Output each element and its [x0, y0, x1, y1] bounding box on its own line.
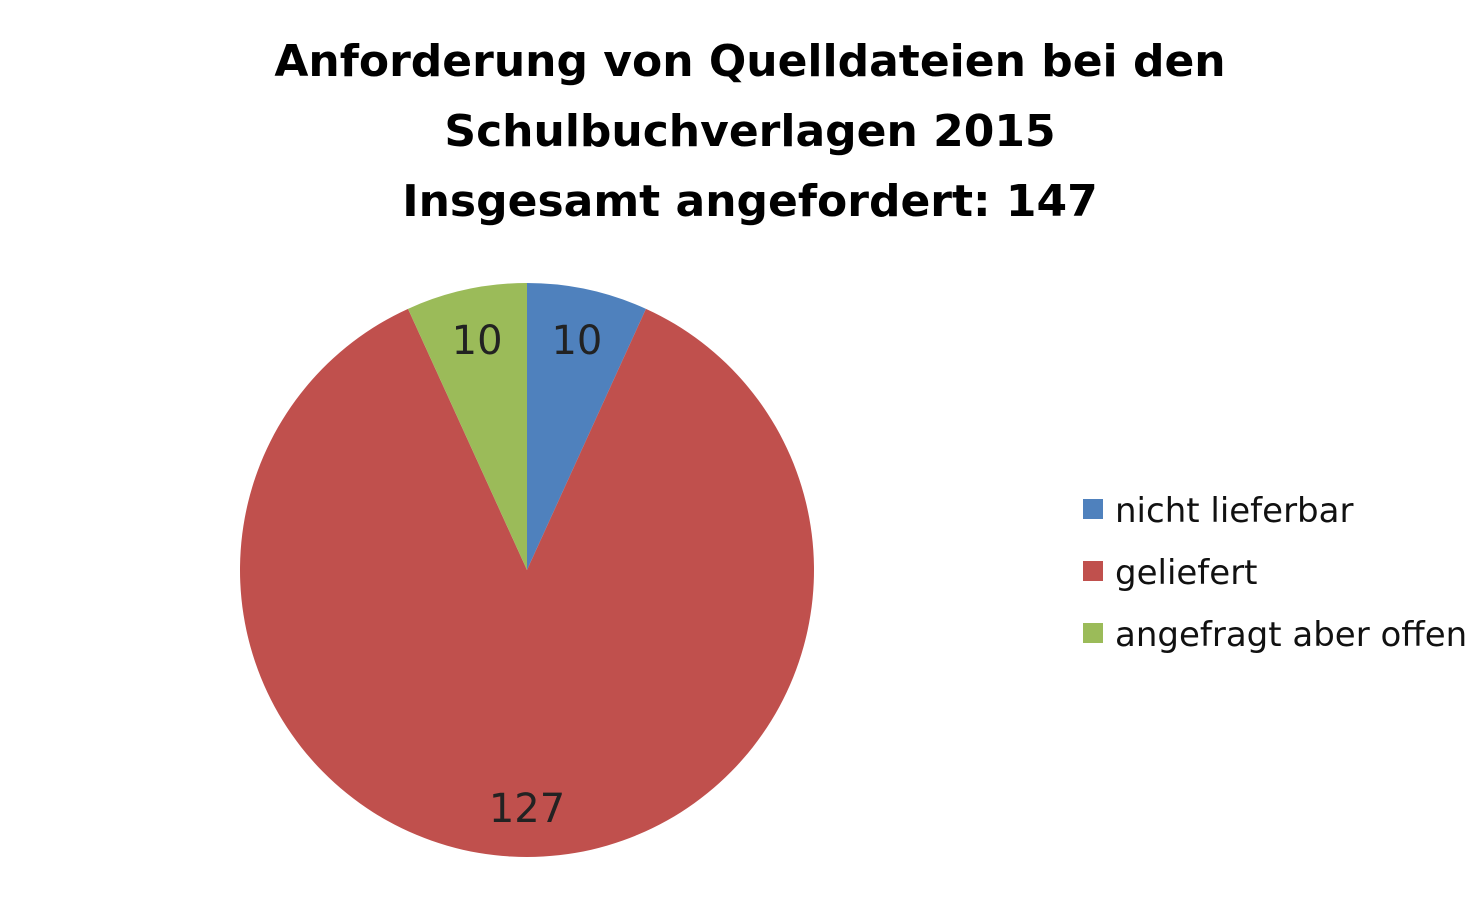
legend-swatch-angefragt-aber-offen [1083, 623, 1103, 643]
legend-label-angefragt-aber-offen: angefragt aber offen [1115, 615, 1467, 655]
legend: nicht lieferbar geliefert angefragt aber o… [1083, 491, 1467, 655]
data-label-angefragt-aber-offen: 10 [452, 318, 503, 364]
pie-slice-nicht-lieferbar [527, 283, 646, 570]
chart-title-line-3: Insgesamt angefordert: 147 [402, 176, 1098, 227]
chart-title-line-1: Anforderung von Quelldateien bei den [274, 36, 1225, 87]
data-label-geliefert: 127 [489, 786, 565, 832]
pie-data-labels: 10 127 10 [452, 318, 603, 832]
pie-slice-geliefert [239, 308, 814, 858]
chart-title-line-2: Schulbuchverlagen 2015 [444, 106, 1055, 157]
legend-swatch-nicht-lieferbar [1083, 499, 1103, 519]
legend-swatch-geliefert [1083, 561, 1103, 581]
legend-label-nicht-lieferbar: nicht lieferbar [1115, 491, 1353, 531]
data-label-nicht-lieferbar: 10 [551, 318, 602, 364]
pie-slice-angefragt-aber-offen [408, 283, 527, 570]
chart-title: Anforderung von Quelldateien bei den Sch… [274, 36, 1225, 227]
legend-label-geliefert: geliefert [1115, 553, 1258, 593]
pie-slices [239, 283, 814, 858]
